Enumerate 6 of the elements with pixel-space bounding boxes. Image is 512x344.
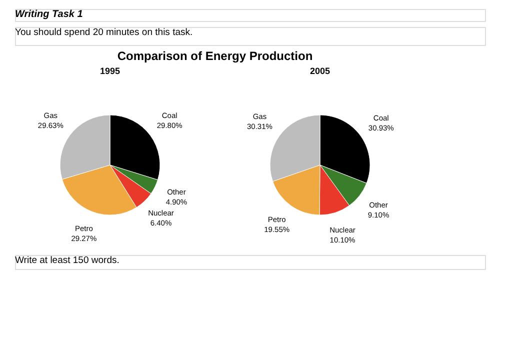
text: Comparison of Energy Production <box>117 49 313 63</box>
chart-subtitle: 2005 <box>310 66 330 76</box>
text: You should spend 20 minutes on this task. <box>15 27 193 38</box>
text: Writing Task 1 <box>15 9 84 20</box>
chart-subtitle: 1995 <box>100 66 120 76</box>
text: Write at least 150 words. <box>15 255 120 266</box>
